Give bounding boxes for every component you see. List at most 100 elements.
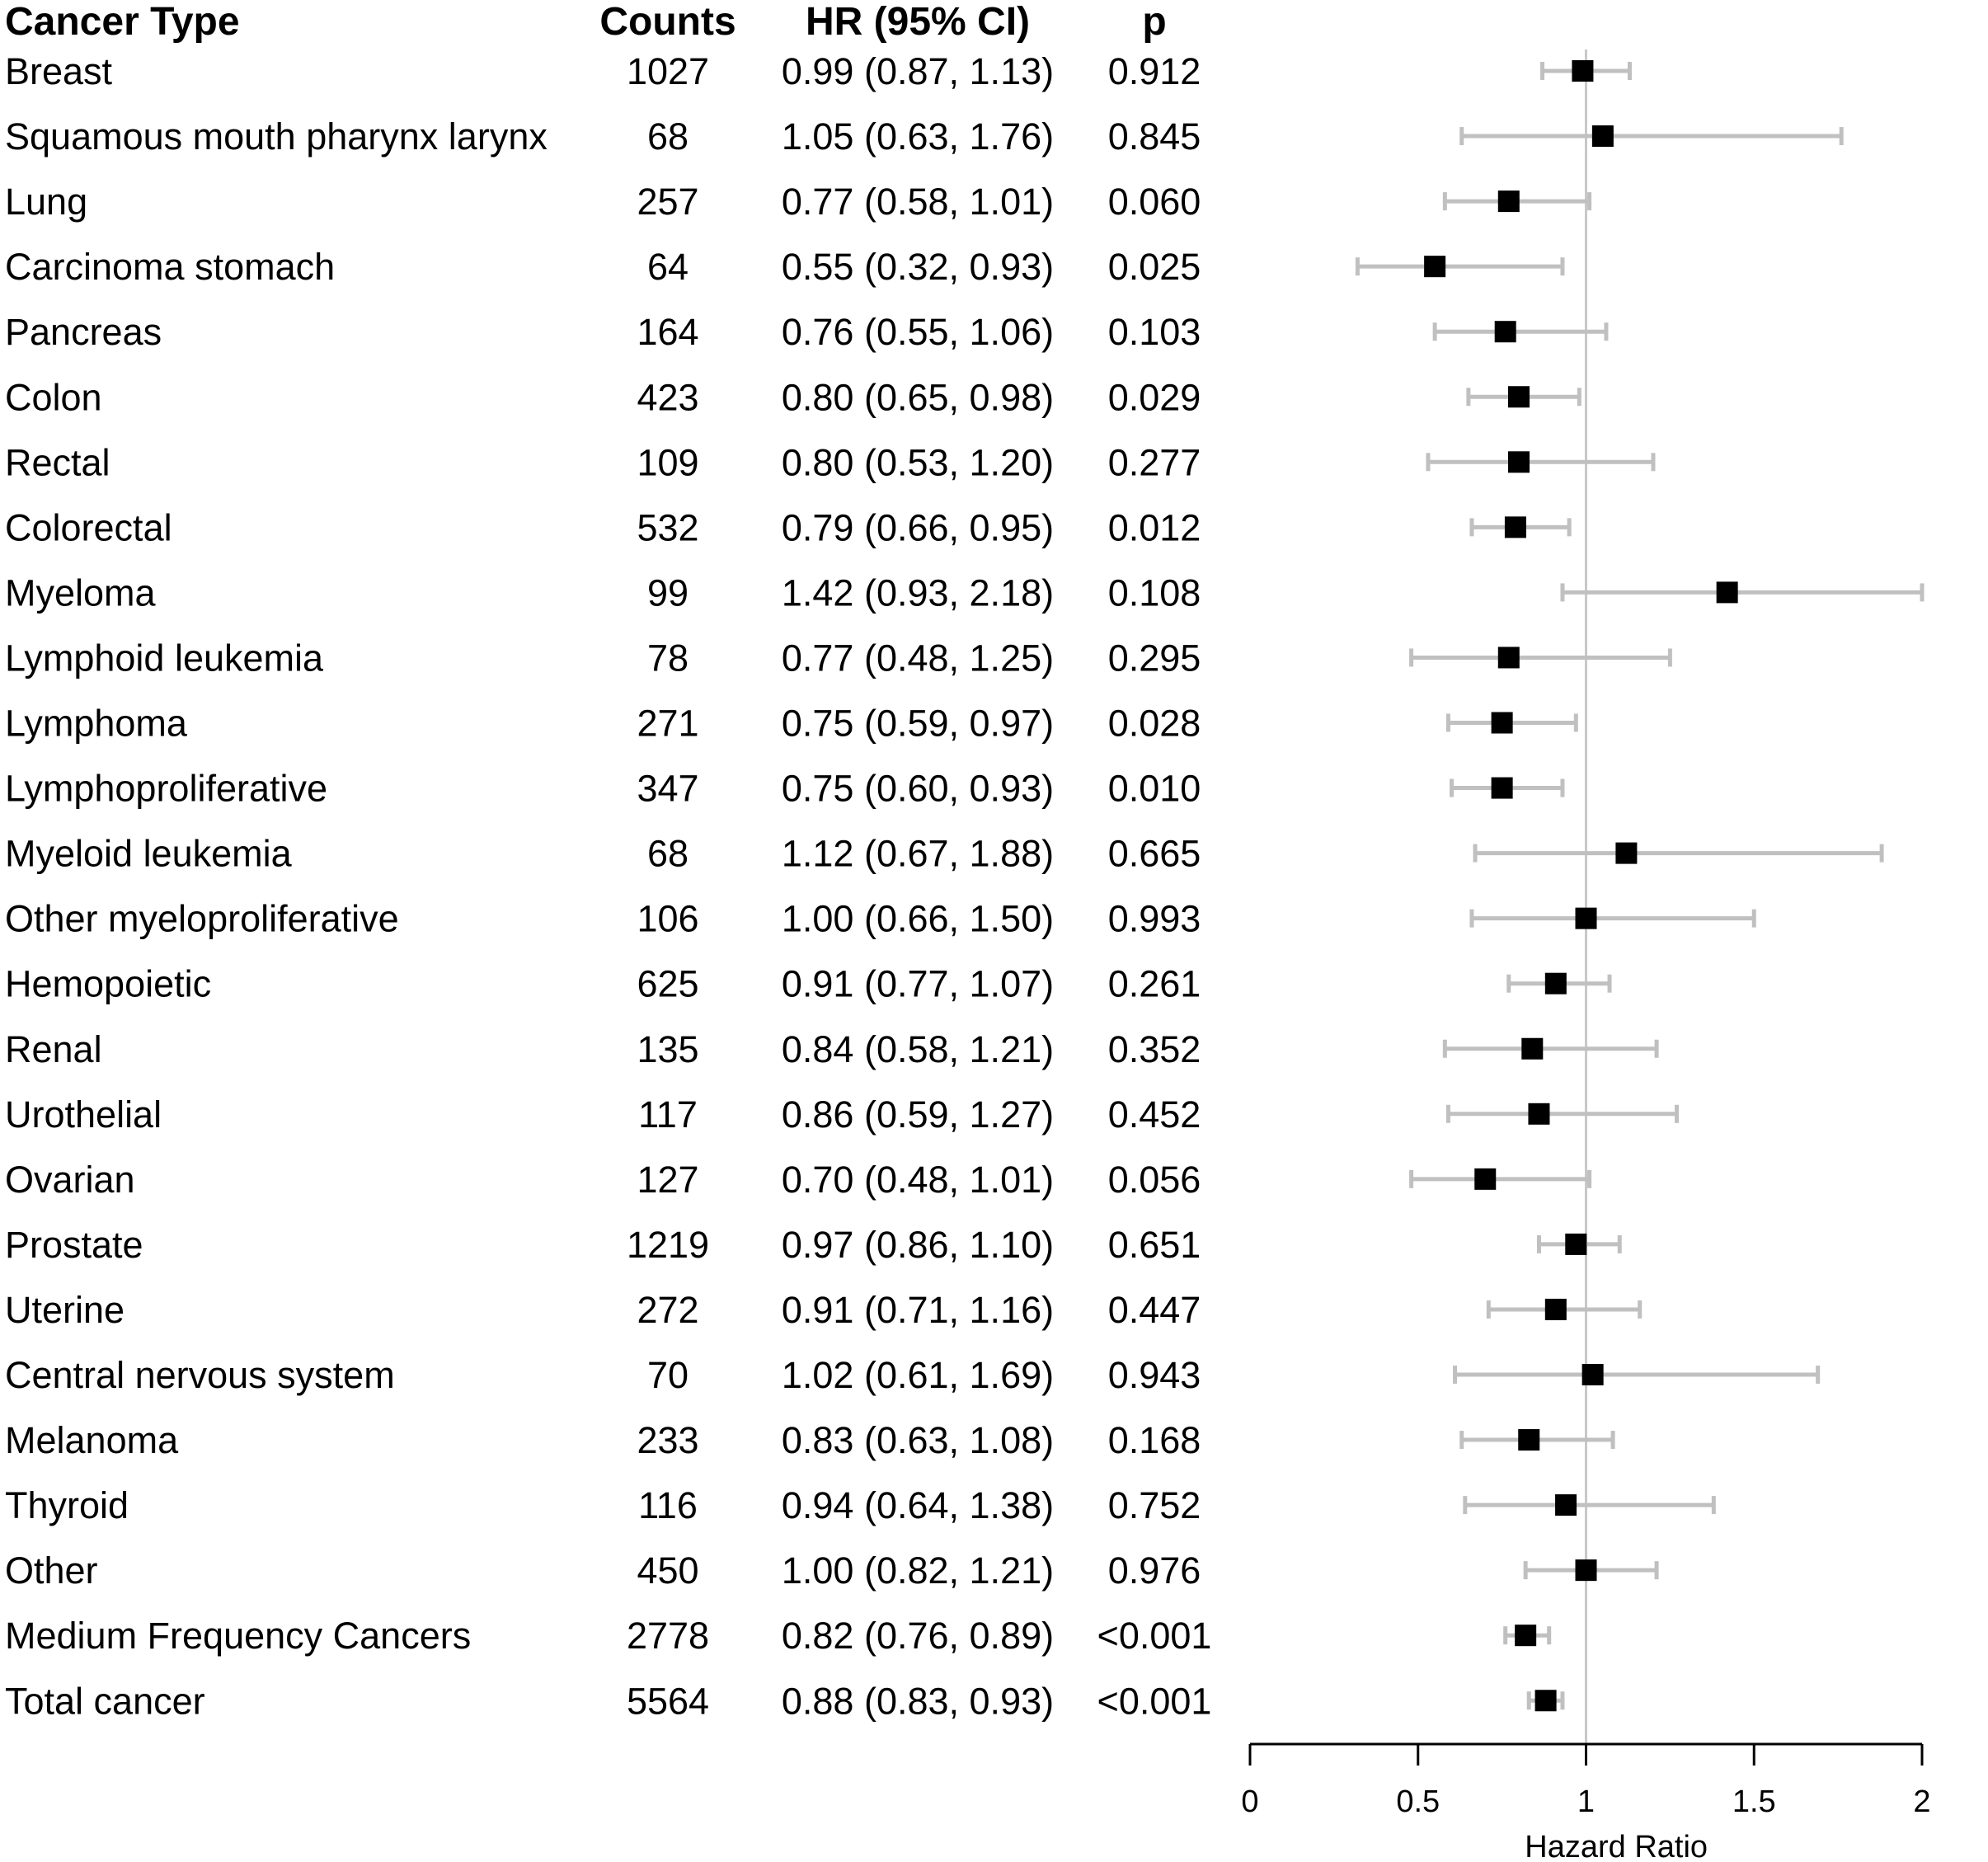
counts-value: 106 xyxy=(637,898,698,940)
hr-ci-value: 0.99 (0.87, 1.13) xyxy=(782,50,1054,92)
header-p: p xyxy=(1142,0,1166,44)
counts-value: 64 xyxy=(647,246,689,288)
table-row: Pancreas 164 0.76 (0.55, 1.06) 0.103 xyxy=(5,311,1201,353)
hr-ci-value: 0.80 (0.65, 0.98) xyxy=(782,376,1054,418)
cancer-type-label: Lymphoid leukemia xyxy=(5,637,324,679)
counts-value: 99 xyxy=(647,571,689,614)
x-tick-label: 1.5 xyxy=(1732,1784,1776,1819)
hr-marker xyxy=(1575,907,1597,929)
counts-value: 2778 xyxy=(627,1615,709,1657)
ci-bar xyxy=(1426,453,1656,472)
ci-bar xyxy=(1463,1496,1716,1515)
p-value: 0.752 xyxy=(1108,1484,1201,1526)
table-row: Other 450 1.00 (0.82, 1.21) 0.976 xyxy=(5,1549,1201,1592)
hr-marker xyxy=(1534,1690,1557,1712)
p-value: 0.943 xyxy=(1108,1354,1201,1396)
p-value: 0.108 xyxy=(1108,571,1201,614)
counts-value: 78 xyxy=(647,637,689,679)
hazard-ratio-markers xyxy=(1424,60,1738,1712)
p-value: 0.261 xyxy=(1108,963,1201,1005)
hr-marker xyxy=(1581,1364,1604,1385)
cancer-type-label: Pancreas xyxy=(5,311,162,353)
counts-value: 68 xyxy=(647,115,689,158)
hr-ci-value: 0.75 (0.59, 0.97) xyxy=(782,703,1054,745)
hr-marker xyxy=(1615,842,1638,864)
x-axis: 0 0.5 1 1.5 2 xyxy=(1241,1742,1931,1819)
x-tick-label: 1 xyxy=(1577,1784,1595,1819)
hr-marker xyxy=(1575,1559,1597,1582)
hr-marker xyxy=(1565,1233,1587,1255)
p-value: 0.912 xyxy=(1108,50,1201,92)
p-value: 0.447 xyxy=(1108,1289,1201,1331)
p-value: 0.010 xyxy=(1108,768,1201,810)
hr-ci-value: 1.00 (0.82, 1.21) xyxy=(782,1549,1054,1592)
hr-ci-value: 1.05 (0.63, 1.76) xyxy=(782,115,1054,158)
table-row: Breast 1027 0.99 (0.87, 1.13) 0.912 xyxy=(5,50,1201,92)
hr-marker xyxy=(1555,1494,1577,1516)
hr-ci-value: 0.76 (0.55, 1.06) xyxy=(782,311,1054,353)
cancer-type-label: Ovarian xyxy=(5,1159,135,1201)
ci-bar xyxy=(1473,844,1884,863)
counts-value: 272 xyxy=(637,1289,698,1331)
cancer-type-label: Squamous mouth pharynx larynx xyxy=(5,115,548,158)
hr-marker xyxy=(1518,1429,1540,1451)
p-value: 0.352 xyxy=(1108,1028,1201,1070)
hr-marker xyxy=(1504,516,1526,538)
counts-value: 5564 xyxy=(627,1680,709,1722)
hr-ci-value: 0.70 (0.48, 1.01) xyxy=(782,1159,1054,1201)
hr-marker xyxy=(1528,1103,1550,1125)
counts-value: 135 xyxy=(637,1028,698,1070)
p-value: 0.056 xyxy=(1108,1159,1201,1201)
table-row: Squamous mouth pharynx larynx 68 1.05 (0.6… xyxy=(5,115,1201,158)
counts-value: 70 xyxy=(647,1354,689,1396)
table-row: Myeloid leukemia 68 1.12 (0.67, 1.88) 0.665 xyxy=(5,833,1201,875)
plot-area: 0 0.5 1 1.5 2 Hazard Ratio xyxy=(1241,49,1931,1862)
table-row: Total cancer 5564 0.88 (0.83, 0.93) <0.001 xyxy=(5,1680,1211,1722)
header-hr-ci: HR (95% CI) xyxy=(806,0,1030,44)
table-row: Colon 423 0.80 (0.65, 0.98) 0.029 xyxy=(5,376,1201,418)
hr-ci-value: 0.86 (0.59, 1.27) xyxy=(782,1093,1054,1136)
cancer-type-label: Prostate xyxy=(5,1224,143,1266)
hr-marker xyxy=(1544,972,1567,994)
ci-bar xyxy=(1459,127,1844,146)
hr-marker xyxy=(1474,1168,1497,1190)
x-axis-ticks: 0 0.5 1 1.5 2 xyxy=(1241,1744,1931,1819)
hr-marker xyxy=(1508,386,1530,408)
counts-value: 68 xyxy=(647,833,689,875)
hr-marker xyxy=(1544,1298,1567,1320)
p-value: 0.295 xyxy=(1108,637,1201,679)
p-value: <0.001 xyxy=(1097,1615,1212,1657)
table-row: Prostate 1219 0.97 (0.86, 1.10) 0.651 xyxy=(5,1224,1201,1266)
hr-ci-value: 0.97 (0.86, 1.10) xyxy=(782,1224,1054,1266)
p-value: 0.029 xyxy=(1108,376,1201,418)
table-row: Lung 257 0.77 (0.58, 1.01) 0.060 xyxy=(5,181,1201,223)
cancer-type-label: Colorectal xyxy=(5,506,172,548)
hr-ci-value: 0.80 (0.53, 1.20) xyxy=(782,441,1054,483)
cancer-type-label: Lung xyxy=(5,181,87,223)
hr-marker xyxy=(1491,777,1513,799)
hr-marker xyxy=(1497,190,1520,213)
hr-marker xyxy=(1494,321,1516,343)
x-axis-title: Hazard Ratio xyxy=(1525,1830,1708,1862)
ci-bar xyxy=(1355,257,1565,276)
hr-ci-value: 0.94 (0.64, 1.38) xyxy=(782,1484,1054,1526)
table-row: Rectal 109 0.80 (0.53, 1.20) 0.277 xyxy=(5,441,1201,483)
counts-value: 233 xyxy=(637,1419,698,1461)
table-row: Colorectal 532 0.79 (0.66, 0.95) 0.012 xyxy=(5,506,1201,548)
counts-value: 109 xyxy=(637,441,698,483)
hr-marker xyxy=(1491,712,1513,734)
counts-value: 257 xyxy=(637,181,698,223)
cancer-type-label: Lymphoproliferative xyxy=(5,768,327,810)
x-tick-label: 2 xyxy=(1913,1784,1930,1819)
p-value: 0.025 xyxy=(1108,246,1201,288)
header-cancer-type: Cancer Type xyxy=(5,0,240,44)
table-rows: Breast 1027 0.99 (0.87, 1.13) 0.912 Squamous… xyxy=(5,50,1211,1722)
counts-value: 117 xyxy=(638,1093,698,1136)
p-value: 0.651 xyxy=(1108,1224,1201,1266)
p-value: 0.028 xyxy=(1108,703,1201,745)
table-row: Ovarian 127 0.70 (0.48, 1.01) 0.056 xyxy=(5,1159,1201,1201)
table-row: Urothelial 117 0.86 (0.59, 1.27) 0.452 xyxy=(5,1093,1201,1136)
table-row: Myeloma 99 1.42 (0.93, 2.18) 0.108 xyxy=(5,571,1201,614)
hr-ci-value: 0.77 (0.58, 1.01) xyxy=(782,181,1054,223)
counts-value: 127 xyxy=(637,1159,698,1201)
